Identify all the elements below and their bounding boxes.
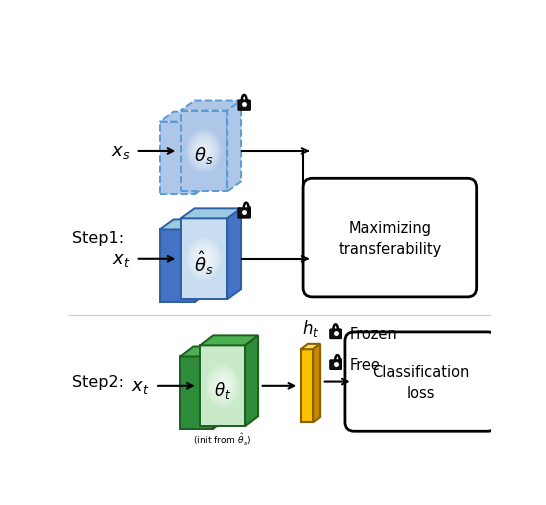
Ellipse shape	[203, 258, 205, 261]
Ellipse shape	[200, 255, 208, 264]
Polygon shape	[180, 347, 226, 357]
Text: $h_t$: $h_t$	[302, 317, 319, 338]
Ellipse shape	[194, 139, 214, 164]
Text: $x_t$: $x_t$	[131, 377, 150, 395]
Ellipse shape	[189, 134, 218, 170]
Text: Free: Free	[349, 358, 381, 372]
Polygon shape	[181, 111, 227, 192]
Text: Step1:: Step1:	[72, 231, 124, 245]
Ellipse shape	[191, 135, 217, 168]
Ellipse shape	[217, 379, 228, 393]
Ellipse shape	[194, 247, 214, 272]
Ellipse shape	[210, 370, 235, 402]
Ellipse shape	[214, 376, 231, 396]
Polygon shape	[313, 344, 320, 423]
Ellipse shape	[189, 241, 218, 277]
Ellipse shape	[212, 374, 232, 398]
Text: $\theta_s$: $\theta_s$	[194, 145, 213, 166]
Ellipse shape	[192, 137, 216, 166]
Polygon shape	[159, 230, 194, 302]
FancyBboxPatch shape	[330, 360, 341, 370]
Polygon shape	[159, 220, 209, 230]
Text: Step2:: Step2:	[72, 374, 124, 389]
Ellipse shape	[197, 143, 211, 161]
Ellipse shape	[211, 372, 234, 400]
Ellipse shape	[216, 377, 229, 395]
Ellipse shape	[207, 366, 238, 406]
Ellipse shape	[191, 243, 217, 275]
Ellipse shape	[220, 383, 225, 389]
Polygon shape	[181, 102, 241, 111]
Polygon shape	[181, 209, 241, 219]
Ellipse shape	[197, 250, 211, 268]
Polygon shape	[180, 357, 212, 429]
Ellipse shape	[195, 141, 212, 162]
FancyBboxPatch shape	[303, 179, 477, 297]
Ellipse shape	[201, 148, 206, 155]
FancyBboxPatch shape	[238, 209, 251, 219]
Polygon shape	[301, 344, 320, 349]
Text: $x_t$: $x_t$	[112, 250, 130, 268]
Ellipse shape	[192, 245, 216, 274]
Ellipse shape	[198, 252, 210, 266]
Polygon shape	[194, 113, 209, 195]
FancyBboxPatch shape	[238, 101, 251, 111]
Text: $x_s$: $x_s$	[111, 143, 130, 161]
Ellipse shape	[188, 132, 220, 172]
Ellipse shape	[195, 248, 212, 270]
Text: Maximizing
transferability: Maximizing transferability	[339, 220, 442, 256]
Ellipse shape	[198, 145, 210, 159]
Polygon shape	[227, 209, 241, 299]
Text: $\hat{\theta}_s$: $\hat{\theta}_s$	[194, 249, 213, 277]
Polygon shape	[159, 113, 209, 122]
Polygon shape	[194, 220, 209, 302]
Ellipse shape	[201, 256, 206, 262]
Ellipse shape	[200, 147, 208, 157]
Ellipse shape	[186, 130, 222, 173]
Ellipse shape	[218, 381, 227, 391]
Text: Classification
loss: Classification loss	[372, 364, 470, 400]
Polygon shape	[227, 102, 241, 192]
Text: Frozen: Frozen	[349, 327, 397, 342]
Polygon shape	[181, 219, 227, 299]
Ellipse shape	[208, 368, 237, 404]
Polygon shape	[159, 122, 194, 195]
Polygon shape	[200, 346, 245, 426]
Ellipse shape	[203, 150, 205, 153]
Ellipse shape	[205, 364, 240, 408]
Polygon shape	[200, 336, 258, 346]
FancyBboxPatch shape	[345, 332, 497, 431]
Polygon shape	[301, 349, 313, 423]
Polygon shape	[212, 347, 226, 429]
Text: $\theta_t$: $\theta_t$	[214, 380, 231, 400]
Text: (init from $\hat{\theta}_s$): (init from $\hat{\theta}_s$)	[193, 431, 252, 447]
Ellipse shape	[222, 385, 223, 387]
Polygon shape	[245, 336, 258, 426]
Ellipse shape	[188, 239, 220, 279]
Ellipse shape	[186, 237, 222, 281]
FancyBboxPatch shape	[330, 329, 341, 339]
